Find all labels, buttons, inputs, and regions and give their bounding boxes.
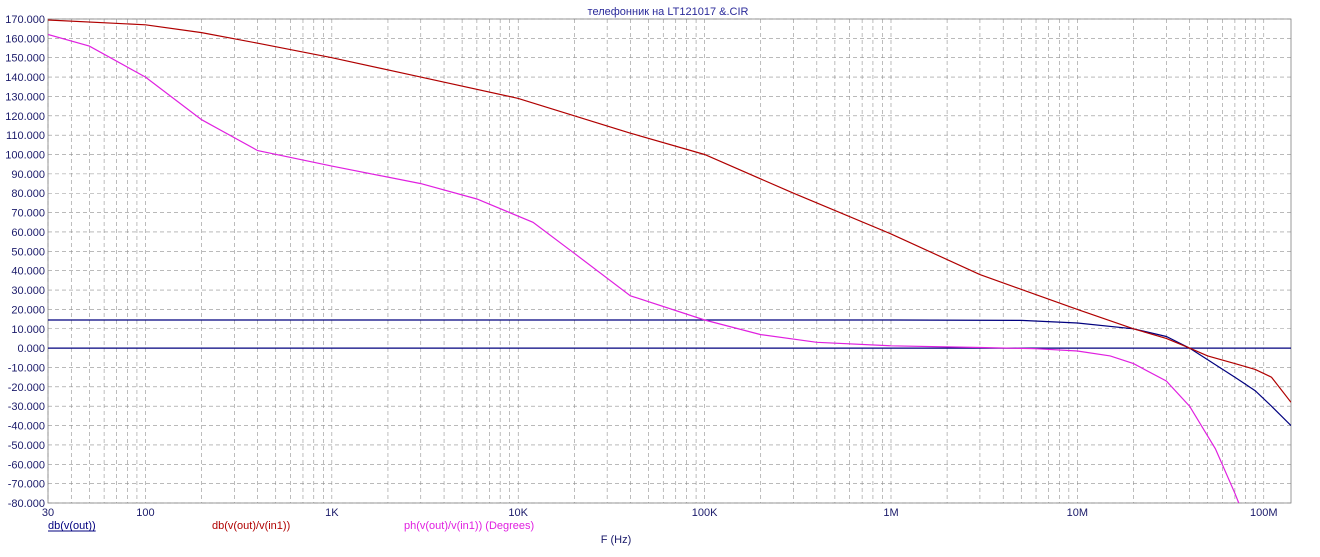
y-tick-label: 40.000 xyxy=(11,266,45,278)
y-tick-label: -40.000 xyxy=(8,421,45,433)
y-tick-label: 60.000 xyxy=(11,227,45,239)
x-tick-label: 100M xyxy=(1250,507,1278,519)
y-tick-label: 130.000 xyxy=(5,91,45,103)
legend-db-out: db(v(out)) xyxy=(48,520,96,532)
y-tick-label: 20.000 xyxy=(11,304,45,316)
x-tick-label: 30 xyxy=(42,507,54,519)
y-tick-label: 170.000 xyxy=(5,14,45,26)
x-tick-label: 10K xyxy=(508,507,528,519)
y-tick-label: -10.000 xyxy=(8,362,45,374)
series-db-gain xyxy=(48,19,1291,403)
grid xyxy=(47,18,1292,504)
y-tick-label: 0.000 xyxy=(17,343,45,355)
series-layer xyxy=(48,19,1291,503)
series-db-out xyxy=(48,319,1291,427)
chart-title: телефонник на LT121017 &.CIR xyxy=(588,6,749,18)
plot-frame xyxy=(47,18,1292,504)
y-tick-label: 150.000 xyxy=(5,53,45,65)
y-tick-label: 10.000 xyxy=(11,324,45,336)
series-phase xyxy=(48,33,1240,503)
x-axis-label: F (Hz) xyxy=(601,534,632,546)
x-tick-label: 100 xyxy=(136,507,154,519)
y-tick-label: -30.000 xyxy=(8,401,45,413)
y-tick-label: 30.000 xyxy=(11,285,45,297)
y-tick-label: 100.000 xyxy=(5,150,45,162)
x-tick-label: 100K xyxy=(692,507,718,519)
y-tick-label: -70.000 xyxy=(8,479,45,491)
y-tick-label: -50.000 xyxy=(8,440,45,452)
y-tick-labels: 170.000 160.000 150.000 140.000 130.000 120.0… xyxy=(5,14,45,510)
y-tick-label: 80.000 xyxy=(11,188,45,200)
y-tick-label: 50.000 xyxy=(11,246,45,258)
y-tick-label: -20.000 xyxy=(8,382,45,394)
y-tick-label: -80.000 xyxy=(8,498,45,510)
y-tick-label: 120.000 xyxy=(5,111,45,123)
y-tick-label: 140.000 xyxy=(5,72,45,84)
y-tick-label: 70.000 xyxy=(11,208,45,220)
y-tick-label: 90.000 xyxy=(11,169,45,181)
x-tick-label: 1M xyxy=(883,507,898,519)
legend-phase: ph(v(out)/v(in1)) (Degrees) xyxy=(404,520,534,532)
x-tick-label: 10M xyxy=(1067,507,1088,519)
legend-db-gain: db(v(out)/v(in1)) xyxy=(212,520,290,532)
x-tick-label: 1K xyxy=(325,507,339,519)
y-tick-label: -60.000 xyxy=(8,459,45,471)
y-tick-label: 160.000 xyxy=(5,33,45,45)
y-tick-label: 110.000 xyxy=(6,130,45,142)
x-tick-labels: 30 100 1K 10K 100K 1M 10M 100M xyxy=(42,507,1278,519)
